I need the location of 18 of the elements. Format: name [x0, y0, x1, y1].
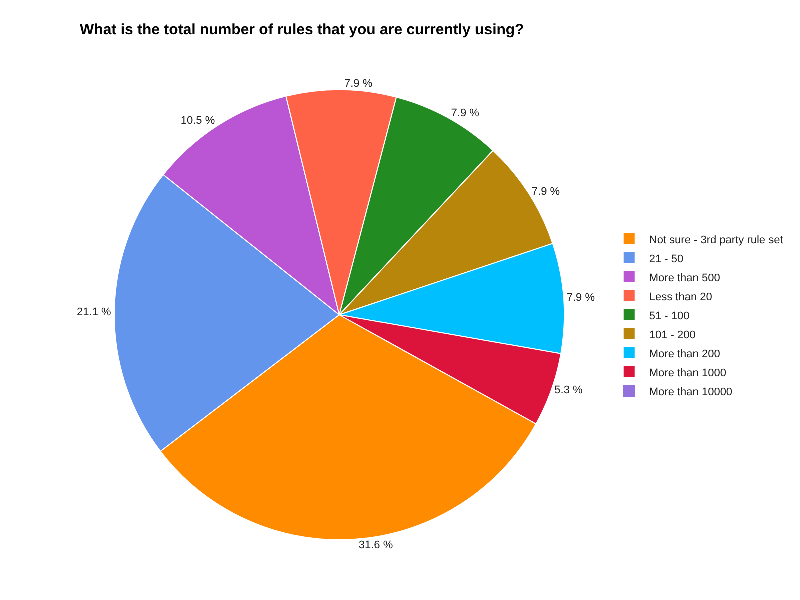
chart-title: What is the total number of rules that you are currently using? — [80, 22, 524, 38]
legend-label: 51 - 100 — [649, 310, 690, 322]
data-label: 7.9 % — [532, 186, 560, 198]
data-label: 7.9 % — [451, 107, 480, 120]
data-label: 10.5 % — [180, 115, 216, 128]
data-label: 7.9 % — [344, 78, 373, 90]
data-label: 21.1 % — [77, 306, 112, 319]
legend-label: More than 1000 — [649, 367, 726, 380]
data-label: 5.3 % — [554, 384, 583, 397]
legend-label: 21 - 50 — [649, 253, 684, 266]
legend-label: More than 500 — [649, 272, 720, 284]
legend-label: More than 10000 — [649, 386, 733, 398]
legend-label: 101 - 200 — [649, 329, 696, 342]
data-label: 7.9 % — [566, 292, 596, 304]
legend-label: Not sure - 3rd party rule set — [649, 234, 784, 246]
data-label: 31.6 % — [358, 539, 394, 552]
legend-label: Less than 20 — [649, 291, 712, 304]
legend-label: More than 200 — [649, 348, 720, 360]
